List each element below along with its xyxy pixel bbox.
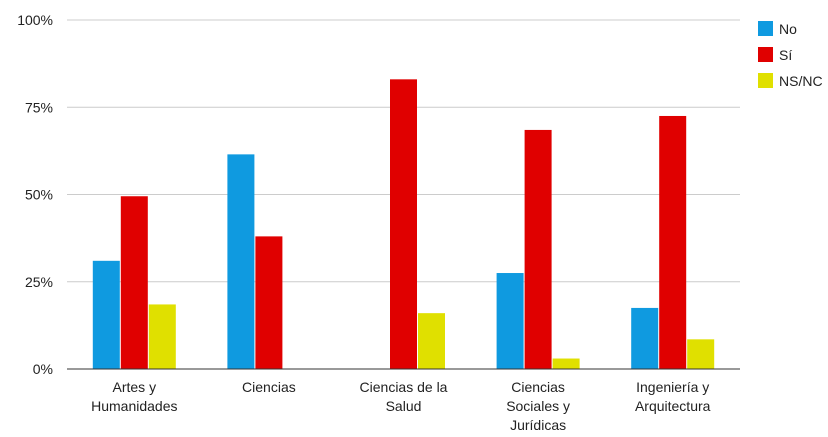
x-axis-ticks: Artes y Humanidades Ciencias Ciencias de la… bbox=[91, 379, 711, 433]
bar-no-4 bbox=[631, 307, 659, 369]
bar-ns-nc-4 bbox=[687, 339, 715, 369]
bar-s--3 bbox=[524, 129, 552, 369]
bar-ns-nc-2 bbox=[418, 313, 445, 369]
bar-no-0 bbox=[92, 260, 120, 369]
x-tick-label: Salud bbox=[386, 398, 422, 414]
y-tick-label: 25% bbox=[25, 274, 53, 290]
x-tick-label: Jurídicas bbox=[510, 417, 566, 433]
y-tick-label: 50% bbox=[25, 187, 53, 203]
x-tick-label: Artes y bbox=[113, 379, 157, 395]
x-tick-label: Ingeniería y bbox=[636, 379, 709, 395]
x-tick-label: Ciencias de la bbox=[360, 379, 448, 395]
legend-swatch bbox=[758, 21, 773, 36]
y-axis-ticks: 0% 25% 50% 75% 100% bbox=[17, 12, 53, 377]
bar-s--4 bbox=[659, 115, 687, 369]
bar-no-1 bbox=[227, 154, 255, 369]
y-tick-label: 0% bbox=[33, 361, 53, 377]
bar-s--2 bbox=[390, 79, 417, 369]
bar-no-3 bbox=[496, 273, 524, 369]
legend-label: No bbox=[779, 21, 797, 37]
x-tick-label: Sociales y bbox=[506, 398, 570, 414]
x-tick-label: Ciencias bbox=[242, 379, 296, 395]
bar-ns-nc-3 bbox=[552, 358, 580, 369]
x-tick-label: Ciencias bbox=[511, 379, 565, 395]
bar-s--1 bbox=[255, 236, 283, 369]
x-tick-label: Humanidades bbox=[91, 398, 177, 414]
legend: No Sí NS/NC bbox=[758, 21, 823, 89]
y-tick-label: 75% bbox=[25, 99, 53, 115]
x-tick-label: Arquitectura bbox=[635, 398, 711, 414]
bar-ns-nc-0 bbox=[148, 304, 176, 369]
legend-label: Sí bbox=[779, 47, 792, 63]
bar-s--0 bbox=[120, 196, 148, 369]
legend-swatch bbox=[758, 47, 773, 62]
bars bbox=[92, 79, 715, 369]
y-tick-label: 100% bbox=[17, 12, 53, 28]
legend-swatch bbox=[758, 73, 773, 88]
legend-label: NS/NC bbox=[779, 73, 823, 89]
